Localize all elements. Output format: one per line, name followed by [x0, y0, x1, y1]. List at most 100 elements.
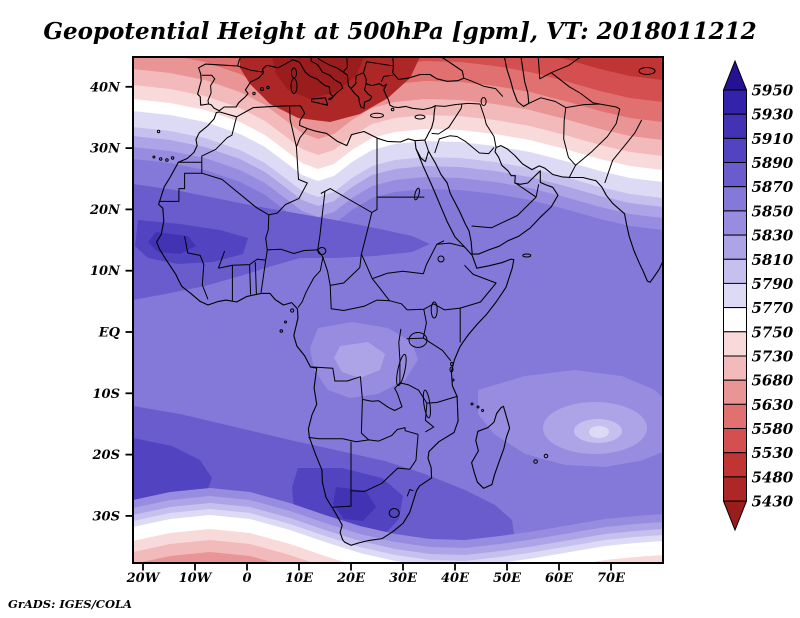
- canary-island: [170, 156, 175, 160]
- contour-band-north: [133, 57, 663, 102]
- country-border: [289, 105, 308, 148]
- colorbar: 5950 5930 5910 5890 5870 5850 5830 5810 5790 5770…: [722, 59, 794, 532]
- y-tick-label: 20S: [92, 448, 120, 463]
- country-border: [322, 212, 373, 286]
- canary-island: [159, 157, 163, 161]
- country-border: [329, 285, 408, 311]
- coastline: [503, 57, 530, 107]
- x-tick-label: 10W: [179, 571, 213, 586]
- country-border: [431, 104, 463, 135]
- country-border: [265, 214, 324, 308]
- comoros-island: [476, 405, 480, 409]
- pemba-island: [450, 361, 454, 367]
- country-border: [535, 184, 540, 198]
- coastline: [428, 145, 663, 283]
- lake-tanganyika: [396, 353, 407, 387]
- madeira-island: [156, 129, 161, 134]
- country-border: [217, 250, 226, 269]
- country-border: [308, 436, 379, 443]
- country-border: [350, 467, 410, 492]
- sahel-ridge-band: [133, 184, 430, 300]
- country-border: [460, 264, 497, 309]
- colorbar-label: 5630: [752, 396, 794, 414]
- x-tick-label: 0: [242, 571, 251, 586]
- zanzibar-island: [449, 366, 454, 373]
- y-tick-label: 10N: [90, 264, 121, 279]
- colorbar-label: 5850: [752, 202, 794, 220]
- colorbar-segment: [723, 331, 747, 357]
- colorbar-segment: [723, 137, 747, 164]
- colorbar-label: 5890: [752, 154, 794, 172]
- coastline: [197, 57, 344, 112]
- colorbar-segment: [723, 307, 747, 333]
- country-border: [249, 264, 252, 295]
- map-frame: [132, 56, 664, 564]
- colorbar-top-arrow: [722, 59, 748, 91]
- country-border: [434, 135, 495, 155]
- colorbar-segment: [723, 258, 747, 284]
- colorbar-label: 5930: [752, 106, 794, 124]
- balearic-island: [266, 85, 270, 90]
- country-border: [436, 242, 465, 248]
- sahel-ridge-max: [148, 232, 196, 254]
- colorbar-segment: [723, 282, 747, 309]
- country-border: [575, 108, 621, 166]
- balearic-island: [252, 91, 256, 96]
- coastline: [155, 105, 515, 546]
- lake-victoria: [408, 332, 428, 348]
- colorbar-segment: [723, 403, 747, 429]
- country-border: [424, 403, 435, 433]
- colorbar-label: 5680: [752, 372, 794, 390]
- country-border: [423, 337, 452, 362]
- country-border: [378, 427, 419, 442]
- cyprus-island: [414, 114, 426, 120]
- country-border: [398, 328, 402, 383]
- country-border: [435, 102, 481, 107]
- colorbar-segment: [723, 355, 747, 381]
- colorbar-label: 5730: [752, 348, 794, 366]
- colorbar-label: 5750: [752, 323, 794, 341]
- country-border: [409, 434, 419, 470]
- colorbar-label: 5870: [752, 178, 794, 196]
- y-tick-label: EQ: [98, 326, 121, 341]
- colorbar-label: 5950: [752, 82, 794, 100]
- colorbar-segment: [723, 452, 747, 478]
- country-border: [463, 77, 504, 97]
- crete-island: [370, 112, 384, 119]
- contour-band-south: [133, 540, 663, 563]
- colorbar-segment: [723, 379, 747, 405]
- x-tick-label: 60E: [545, 571, 574, 586]
- country-border: [350, 72, 367, 89]
- sao-tome-island: [279, 329, 284, 333]
- bioko-island: [290, 308, 295, 313]
- colorbar-label: 5480: [752, 468, 794, 486]
- colorbar-label: 5580: [752, 420, 794, 438]
- lake-balkhash: [638, 67, 656, 75]
- y-tick-label: 20N: [89, 203, 121, 218]
- colorbar-label: 5430: [752, 493, 794, 511]
- x-tick-label: 20W: [126, 571, 161, 586]
- country-border: [201, 146, 308, 216]
- country-border: [363, 61, 394, 73]
- mauritius-island: [543, 453, 549, 459]
- country-border: [479, 103, 497, 148]
- y-tick-label: 30N: [90, 142, 121, 157]
- colorbar-segment: [723, 234, 747, 260]
- country-border: [260, 260, 267, 293]
- colorbar-segment: [723, 162, 747, 188]
- canary-island: [152, 155, 156, 159]
- colorbar-segment: [723, 186, 747, 212]
- country-border: [317, 190, 326, 250]
- axis-ticks-and-labels: 40N 30N 20N 10N EQ 10S 20S 30S 20W 10W 0 10E 20E 30E 4…: [89, 80, 626, 586]
- rhodes-island: [390, 107, 395, 112]
- country-border: [604, 119, 643, 184]
- lesotho-border: [388, 508, 400, 518]
- contour-band-south: [133, 552, 663, 563]
- coastline: [471, 405, 511, 489]
- credit-label: GrADS: IGES/COLA: [8, 597, 132, 611]
- colorbar-label: 5830: [752, 227, 794, 245]
- x-tick-label: 20E: [336, 571, 366, 586]
- trough-core-inner: [272, 57, 364, 99]
